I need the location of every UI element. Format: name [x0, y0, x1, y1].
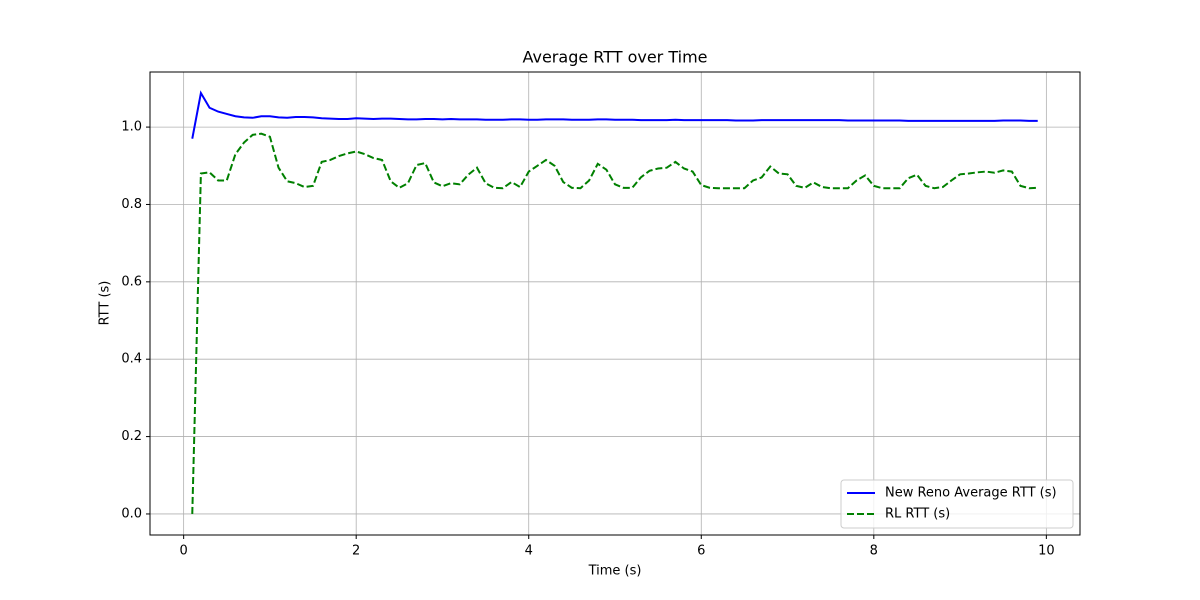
legend-label: RL RTT (s) [885, 507, 950, 522]
y-tick-label: 0.8 [121, 197, 142, 212]
y-axis-label: RTT (s) [98, 281, 113, 326]
chart-title: Average RTT over Time [522, 48, 707, 67]
x-tick-label: 8 [870, 544, 878, 559]
legend-box [840, 479, 1074, 529]
x-tick-label: 6 [697, 544, 705, 559]
legend: New Reno Average RTT (s) RL RTT (s) [840, 479, 1074, 529]
data-line [191, 90, 1038, 139]
x-tick-label: 4 [525, 544, 533, 559]
y-tick-label: 0.0 [121, 506, 142, 521]
y-tick-label: 0.6 [121, 274, 142, 289]
data-line [191, 132, 1038, 514]
x-tick-label: 10 [1038, 544, 1055, 559]
legend-label: New Reno Average RTT (s) [885, 486, 1057, 501]
plot-frame [149, 71, 1081, 536]
x-tick-label: 0 [180, 544, 188, 559]
y-tick-label: 0.2 [121, 429, 142, 444]
y-tick-label: 0.4 [121, 352, 142, 367]
x-tick-label: 2 [352, 544, 360, 559]
x-axis-label: Time (s) [588, 564, 642, 579]
y-tick-label: 1.0 [121, 120, 142, 135]
